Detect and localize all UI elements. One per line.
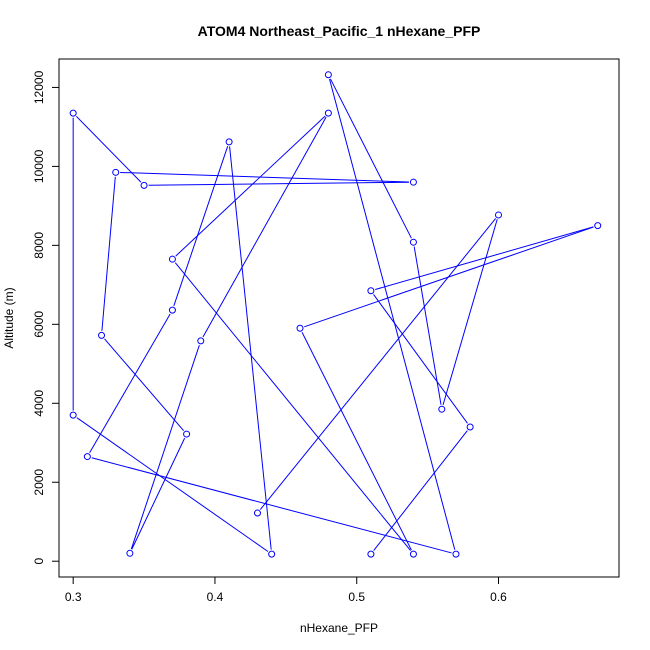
data-point	[324, 71, 332, 79]
data-point	[409, 178, 417, 186]
x-tick-label: 0.5	[348, 590, 365, 604]
series-segment	[373, 294, 468, 424]
y-tick-label: 12000	[32, 70, 46, 104]
plot-frame	[58, 58, 620, 578]
y-tick-label: 6000	[32, 311, 46, 338]
data-point	[69, 109, 77, 117]
data-point	[409, 238, 417, 246]
y-tick-label: 4000	[32, 390, 46, 417]
data-point	[268, 550, 276, 558]
series-segment	[131, 437, 186, 550]
data-point	[168, 255, 176, 263]
data-point	[296, 324, 304, 332]
x-tick-label: 0.6	[490, 590, 507, 604]
series-segment	[442, 219, 498, 406]
series-segment	[375, 226, 594, 290]
series-layer	[69, 71, 602, 558]
data-point	[69, 411, 77, 419]
series-segment	[101, 176, 116, 331]
chart-title: ATOM4 Northeast_Pacific_1 nHexane_PFP	[198, 23, 481, 39]
data-point	[466, 423, 474, 431]
y-tick-label: 0	[32, 558, 46, 565]
data-point	[409, 550, 417, 558]
x-axis-label: nHexane_PFP	[300, 621, 378, 635]
series-segment	[76, 417, 269, 552]
series-segment	[130, 345, 200, 550]
series-segment	[91, 457, 452, 554]
series-segment	[89, 313, 171, 453]
y-axis: 0 2000 4000 6000 8000 10000 12000	[32, 70, 60, 565]
series-segment	[104, 338, 185, 431]
x-tick-label: 0.4	[207, 590, 224, 604]
x-axis: 0.3 0.4 0.5 0.6	[65, 576, 507, 604]
data-point	[367, 550, 375, 558]
series-segment	[329, 78, 412, 239]
data-point	[98, 331, 106, 339]
x-tick-label: 0.3	[65, 590, 82, 604]
data-point	[140, 181, 148, 189]
series-segment	[173, 146, 229, 306]
series-segment	[75, 115, 142, 183]
series-segment	[174, 262, 411, 551]
y-axis-label: Altitude (m)	[2, 287, 16, 348]
series-segment	[259, 218, 497, 510]
series-segment	[202, 116, 327, 338]
series-segment	[148, 181, 409, 186]
data-point	[253, 509, 261, 517]
data-point	[126, 549, 134, 557]
data-point	[112, 168, 120, 176]
y-tick-label: 8000	[32, 232, 46, 259]
data-point	[225, 138, 233, 146]
data-point	[494, 211, 502, 219]
data-point	[438, 405, 446, 413]
data-point	[452, 550, 460, 558]
y-tick-label: 2000	[32, 469, 46, 496]
y-tick-label: 10000	[32, 149, 46, 183]
data-point	[168, 306, 176, 314]
data-point	[367, 287, 375, 295]
data-point	[324, 109, 332, 117]
series-segment	[301, 332, 412, 551]
data-point	[197, 337, 205, 345]
series-segment	[120, 171, 409, 183]
data-point	[183, 430, 191, 438]
series-segment	[175, 115, 326, 257]
series-segment	[329, 79, 456, 550]
data-point	[594, 222, 602, 230]
series-segment	[229, 146, 272, 550]
series-segment	[373, 430, 468, 551]
series-segment	[413, 246, 442, 405]
data-point	[83, 453, 91, 461]
